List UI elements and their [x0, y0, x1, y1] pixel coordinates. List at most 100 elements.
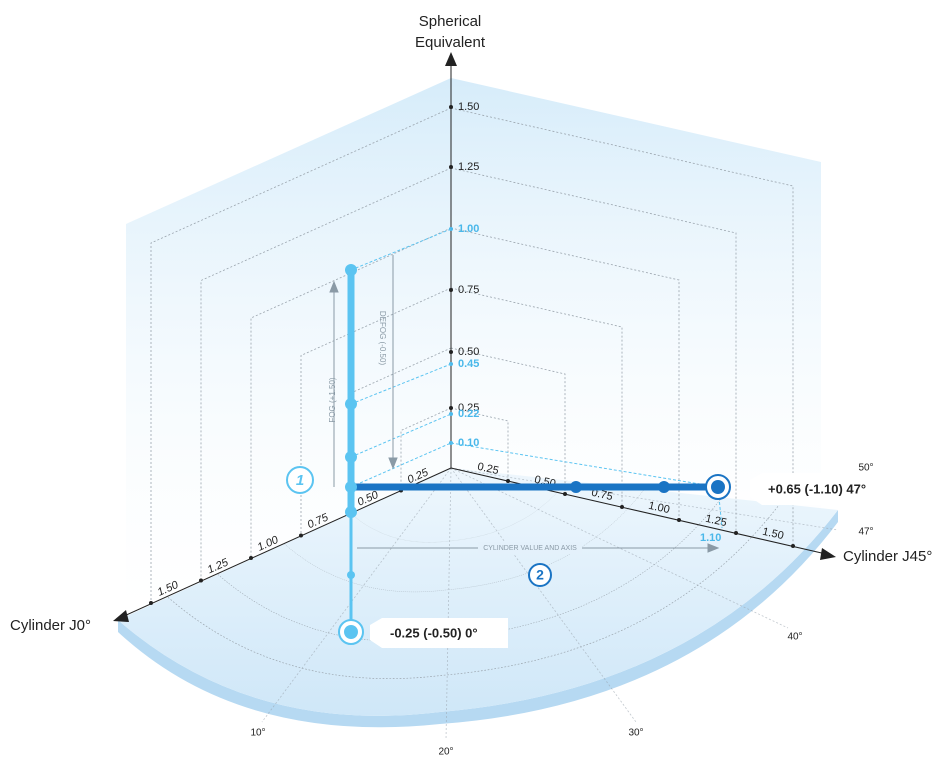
- tick-dot: [677, 518, 681, 522]
- step-number: 2: [536, 567, 544, 583]
- tick-label: 0.50: [458, 346, 479, 358]
- angle-label: 50°: [858, 463, 873, 474]
- arrowhead: [820, 548, 836, 560]
- point: [347, 571, 355, 579]
- angle-labels: 10° 20° 30° 40° 47° 50°: [250, 463, 873, 758]
- tick-dot: [249, 556, 253, 560]
- tick-label: 1.50: [458, 101, 479, 113]
- tick-label: 0.75: [458, 284, 479, 296]
- defog-label: DEFOG (-0.50): [378, 311, 387, 366]
- point: [658, 481, 670, 493]
- guide: [350, 413, 452, 458]
- tick-label-highlight: 1.10: [700, 532, 721, 544]
- axes: Spherical Equivalent Cylinder J45° Cylin…: [10, 13, 932, 634]
- point: [570, 481, 582, 493]
- cylinder-label: CYLINDER VALUE AND AXIS: [483, 545, 577, 552]
- wall-grid: [450, 347, 566, 494]
- guide: [450, 442, 719, 488]
- floor-ray: [450, 467, 839, 531]
- angle-label: 47°: [858, 527, 873, 538]
- tick-label: 0.45: [458, 358, 479, 370]
- callout-box: [750, 473, 915, 505]
- tick-dot: [734, 531, 738, 535]
- tick-dot: [449, 227, 453, 231]
- data: FOG (+1.50) DEFOG (-0.50) CYLINDER VALUE…: [286, 228, 915, 648]
- tick-dot: [449, 105, 453, 109]
- step-number: 1: [296, 472, 304, 489]
- guide: [350, 228, 452, 271]
- tick-dot: [449, 406, 453, 410]
- floor-ray: [445, 467, 452, 741]
- tick-label: 1.25: [704, 513, 728, 529]
- arrowhead: [113, 610, 129, 622]
- arrowhead: [388, 457, 398, 470]
- wall-grid: [450, 167, 737, 533]
- step-badge: [528, 563, 552, 587]
- tick-label: 1.25: [458, 161, 479, 173]
- wall-grid: [250, 227, 452, 558]
- floor-arc: [217, 497, 723, 642]
- arrowhead: [329, 280, 339, 293]
- tick-label: 0.22: [458, 408, 479, 420]
- floor-ray: [261, 467, 452, 723]
- tick-dot: [199, 578, 203, 583]
- axis-title: Cylinder J45°: [843, 548, 932, 565]
- angle-label: 40°: [787, 632, 802, 643]
- guide: [350, 363, 452, 405]
- tick-label: 1.50: [761, 526, 785, 542]
- floor-ray: [450, 467, 637, 723]
- point: [345, 264, 357, 276]
- angle-label: 10°: [250, 728, 265, 739]
- fog-label: FOG (+1.50): [328, 377, 337, 422]
- callout-box: [370, 618, 508, 648]
- callout-text: -0.25 (-0.50) 0°: [390, 625, 478, 640]
- tick-dot: [449, 165, 453, 169]
- tick-dot: [449, 288, 453, 292]
- floor-arc: [167, 503, 781, 679]
- floor-arc: [284, 488, 645, 593]
- point: [345, 506, 357, 518]
- tick-label: 0.25: [458, 402, 479, 414]
- step-badge: [286, 466, 314, 494]
- grid: [150, 107, 839, 741]
- background: [118, 78, 838, 728]
- point: [345, 451, 357, 463]
- tick-label: 1.00: [458, 223, 479, 235]
- tick-dot: [449, 412, 453, 416]
- wall-grid: [150, 107, 452, 603]
- wall-grid: [450, 107, 794, 546]
- tick-dot: [620, 505, 624, 509]
- angle-label: 30°: [628, 728, 643, 739]
- axis-title: Spherical: [419, 13, 482, 30]
- tick-label: 0.75: [590, 487, 614, 503]
- point: [345, 398, 357, 410]
- tick-dot: [149, 601, 153, 605]
- arrowhead: [707, 543, 720, 553]
- right-wall: [451, 78, 821, 553]
- left-wall: [126, 78, 451, 614]
- floor: [118, 468, 838, 716]
- tick-label: 1.00: [647, 500, 671, 516]
- tick-dot: [449, 350, 453, 354]
- wall-grid: [450, 227, 680, 520]
- callout-text: +0.65 (-1.10) 47°: [768, 481, 866, 496]
- floor-arc: [351, 480, 568, 543]
- tick-dot: [506, 479, 510, 483]
- tick-dot: [299, 533, 303, 538]
- angle-label: 20°: [438, 747, 453, 758]
- axis-j0: [123, 467, 452, 617]
- tick-dot: [563, 492, 567, 496]
- tick-dot: [791, 544, 795, 548]
- guide: [350, 442, 452, 488]
- target: [711, 480, 725, 494]
- axis-title: Equivalent: [415, 34, 486, 51]
- axis-j45: [450, 467, 827, 555]
- label-bg: [478, 542, 582, 554]
- target: [344, 625, 358, 639]
- tick-label: 0.25: [476, 461, 500, 477]
- arrowhead: [445, 52, 457, 66]
- axis-title: Cylinder J0°: [10, 617, 91, 634]
- tick-label: 0.10: [458, 437, 479, 449]
- point: [345, 481, 357, 493]
